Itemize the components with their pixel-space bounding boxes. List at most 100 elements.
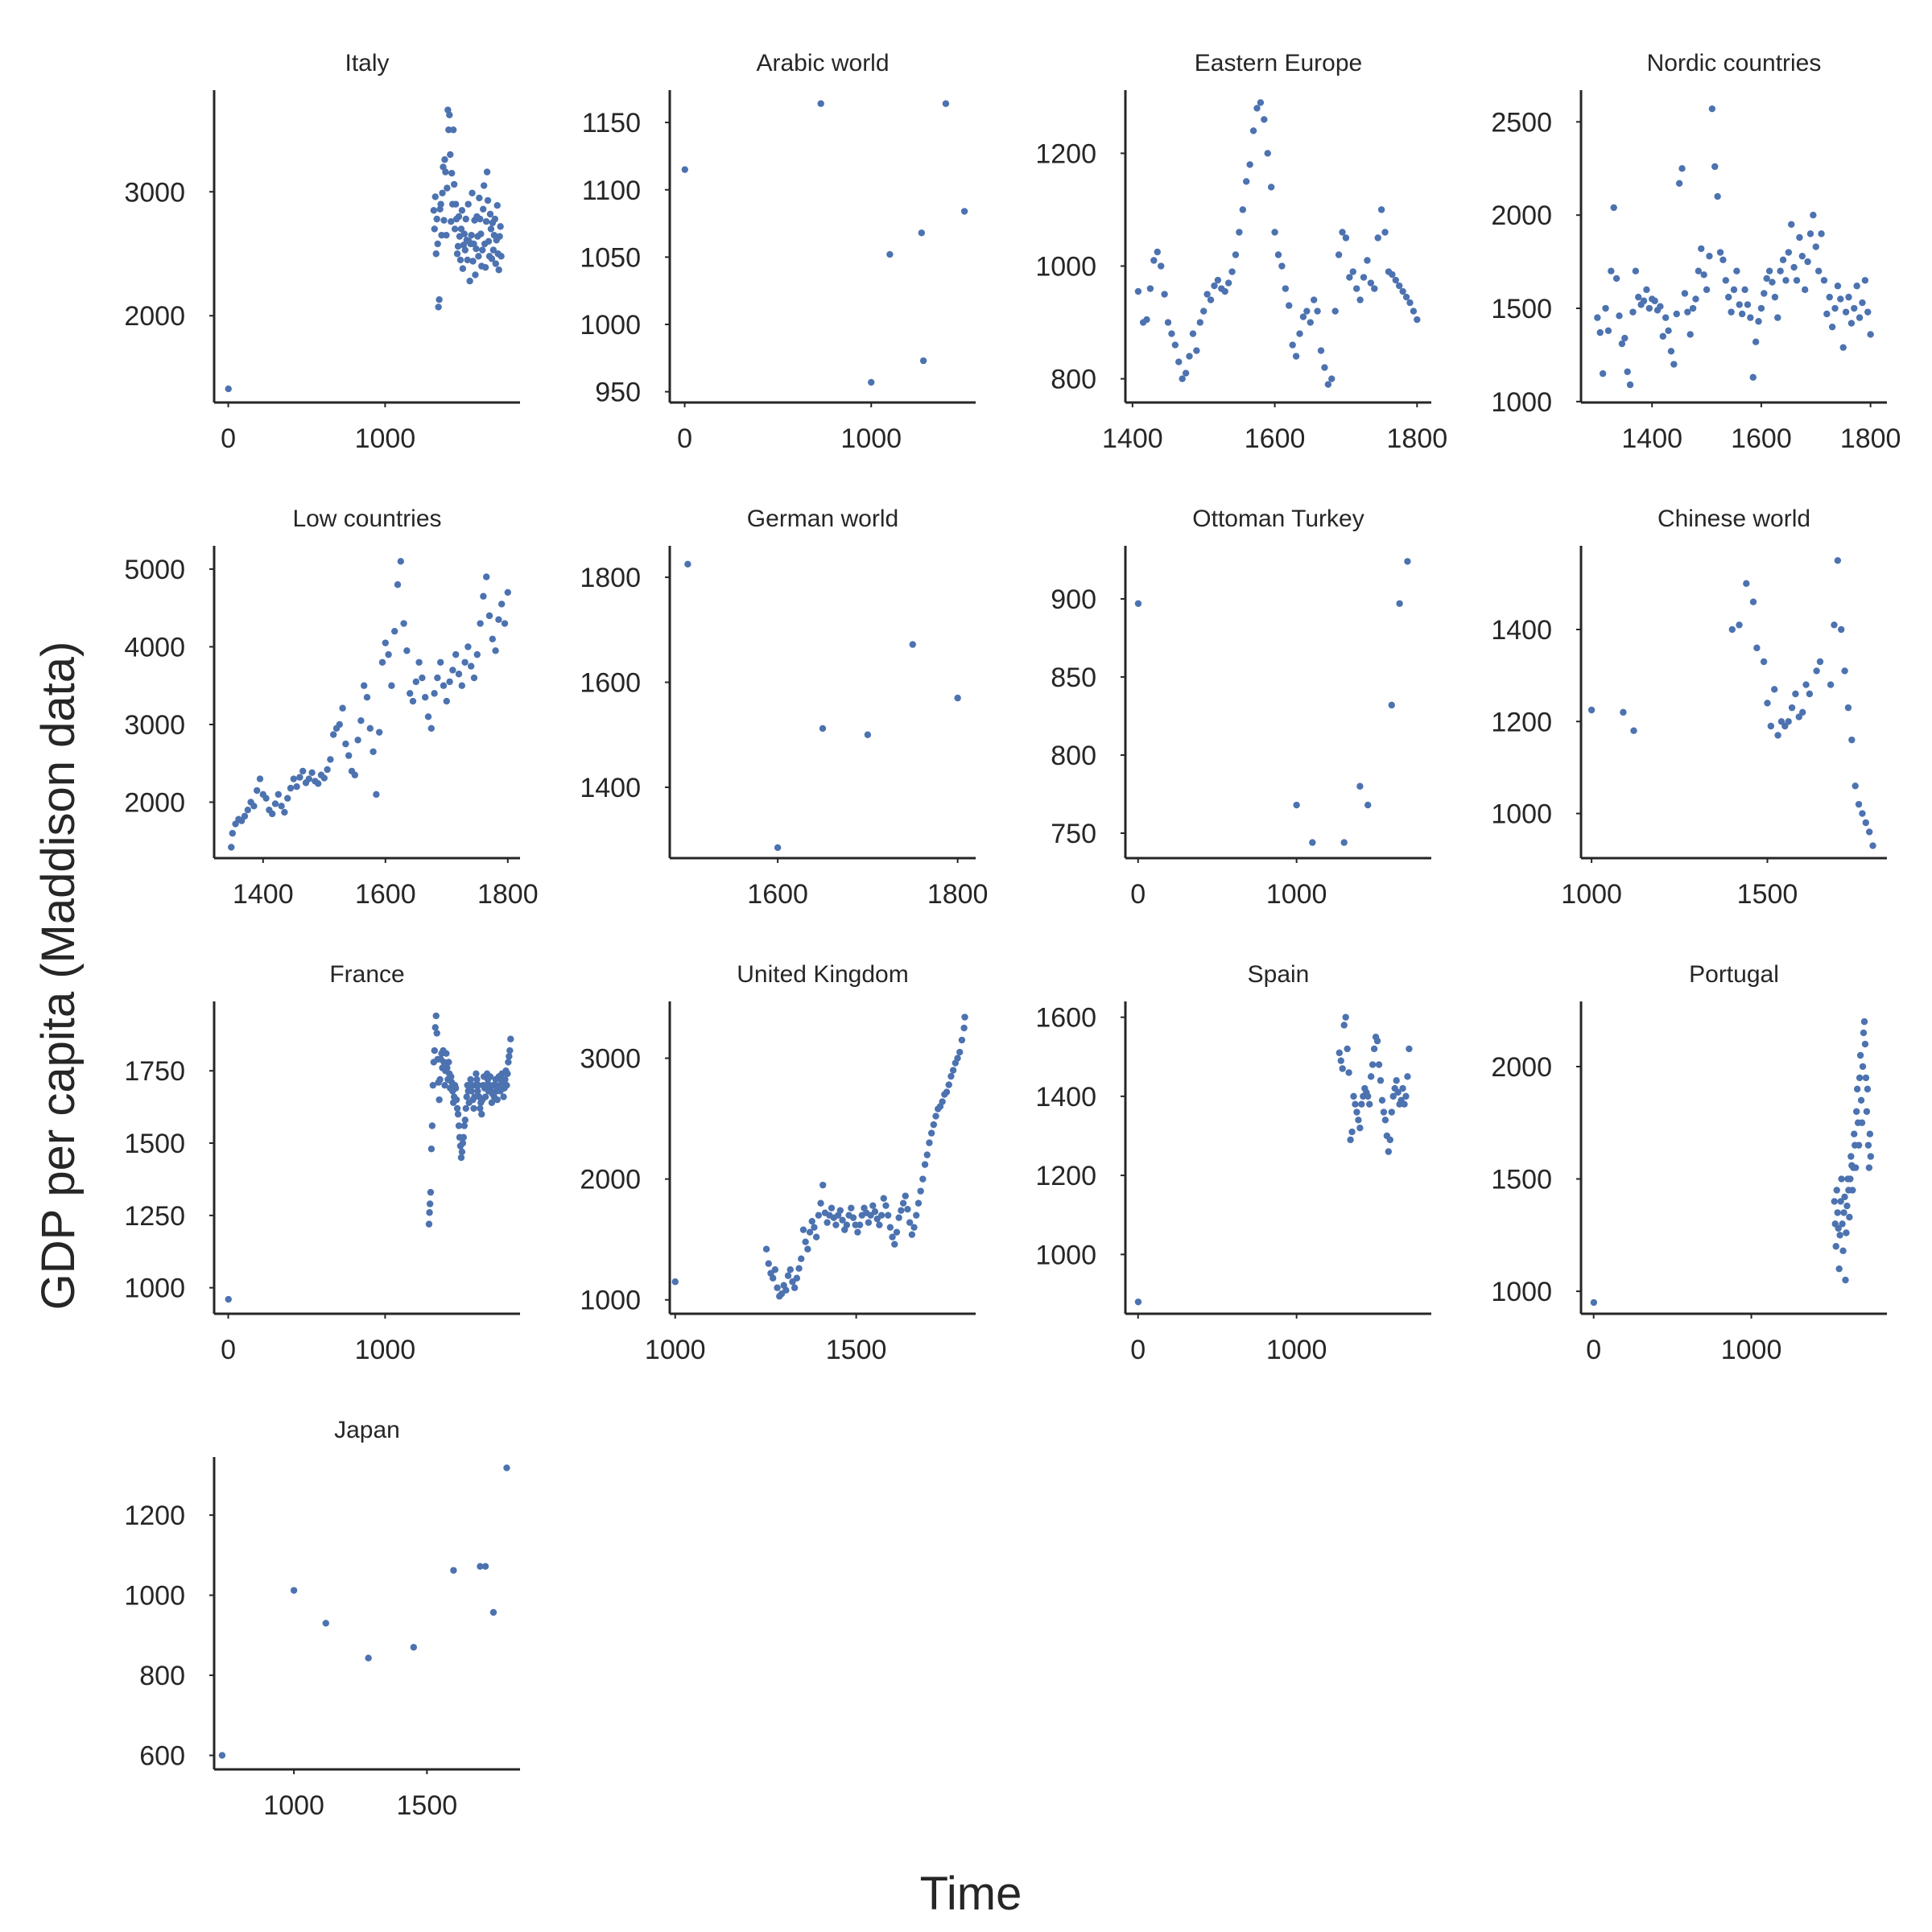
y-tick-label: 1200 [124,1501,185,1531]
data-point [437,658,444,666]
data-point [1859,810,1866,817]
data-point [1309,839,1316,846]
data-point [365,1654,372,1662]
data-point [961,1013,968,1021]
facet-panel: Nordic countries 1000 1500 2000 2500 1400 1600… [1491,50,1901,454]
data-point [817,1199,824,1207]
data-point [1239,206,1247,213]
data-point [889,1233,896,1241]
data-point [893,1228,901,1236]
data-point [339,704,346,712]
data-point [1846,1213,1853,1221]
panel-title: Nordic countries [1647,50,1822,76]
data-point [819,724,827,733]
facet-panel: Portugal 1000 1500 2000 0 1000 [1491,961,1887,1365]
data-point [1630,727,1637,734]
data-point [956,1048,964,1056]
data-point [795,1265,803,1272]
data-point [1765,267,1773,275]
data-point [445,126,452,134]
data-point [930,1121,938,1129]
data-point [281,808,288,816]
data-point [1675,180,1683,188]
data-point [1406,1045,1413,1053]
data-point [505,1059,512,1066]
data-point [250,803,258,810]
data-point [1806,230,1814,237]
data-point [1834,283,1842,290]
data-point [958,1036,966,1044]
data-point [817,100,824,107]
data-point [1796,233,1803,242]
y-tick-label: 1150 [582,108,641,138]
data-point [1399,1084,1406,1092]
data-point [843,1221,851,1228]
data-point [1404,558,1411,565]
data-point [1741,286,1748,294]
data-point [415,658,423,666]
data-point [342,740,349,748]
data-point [475,253,482,260]
data-point [927,1129,935,1137]
x-tick-label: 1000 [1721,1335,1782,1365]
panel-title: Low countries [292,506,441,532]
data-point [836,1207,844,1214]
data-point [493,201,501,209]
data-point [315,780,322,787]
data-point [1356,1124,1364,1132]
data-point [458,682,465,689]
data-point [1855,800,1863,808]
data-point [474,1088,481,1095]
data-point [1342,234,1350,242]
data-point [486,210,494,218]
data-point [436,296,443,303]
data-point [1200,308,1208,315]
data-point [1335,251,1343,258]
data-point [487,225,495,233]
data-point [1743,580,1750,588]
data-point [1331,308,1339,315]
data-point [409,697,417,705]
data-point [1839,344,1847,351]
data-point [1716,249,1724,256]
data-point [1864,1085,1872,1093]
data-point [921,1161,929,1168]
data-point [1777,267,1784,275]
data-point [504,588,511,597]
data-point [461,1117,469,1124]
data-point [480,205,487,213]
data-point [500,1093,507,1100]
panels: Italy 2000 3000 0 1000 Arabic world 950 1000 105… [124,50,1901,1821]
data-point [493,1096,501,1104]
data-point [1353,285,1360,292]
data-point [428,1122,436,1129]
data-point [427,724,435,733]
data-point [1389,270,1396,279]
data-point [926,1139,933,1146]
data-point [1827,681,1835,688]
data-point [1381,1117,1389,1124]
data-point [426,1209,433,1216]
data-point [1221,287,1228,295]
data-point [1802,681,1810,688]
data-point [284,795,291,802]
data-point [506,1053,513,1060]
data-point [440,682,448,689]
data-point [442,168,449,175]
data-point [469,258,477,265]
data-point [1337,1057,1344,1064]
data-point [1261,116,1268,123]
data-point [891,1241,898,1248]
data-point [435,303,442,311]
data-point [943,1088,951,1096]
data-point [468,1088,475,1095]
data-point [1340,839,1348,846]
x-tick-label: 1500 [1737,879,1798,910]
data-point [799,1226,807,1233]
data-point [1358,1100,1365,1108]
data-point [478,1110,485,1118]
data-point [464,643,472,650]
data-point [1349,268,1356,275]
data-point [449,126,457,134]
data-point [436,205,444,213]
